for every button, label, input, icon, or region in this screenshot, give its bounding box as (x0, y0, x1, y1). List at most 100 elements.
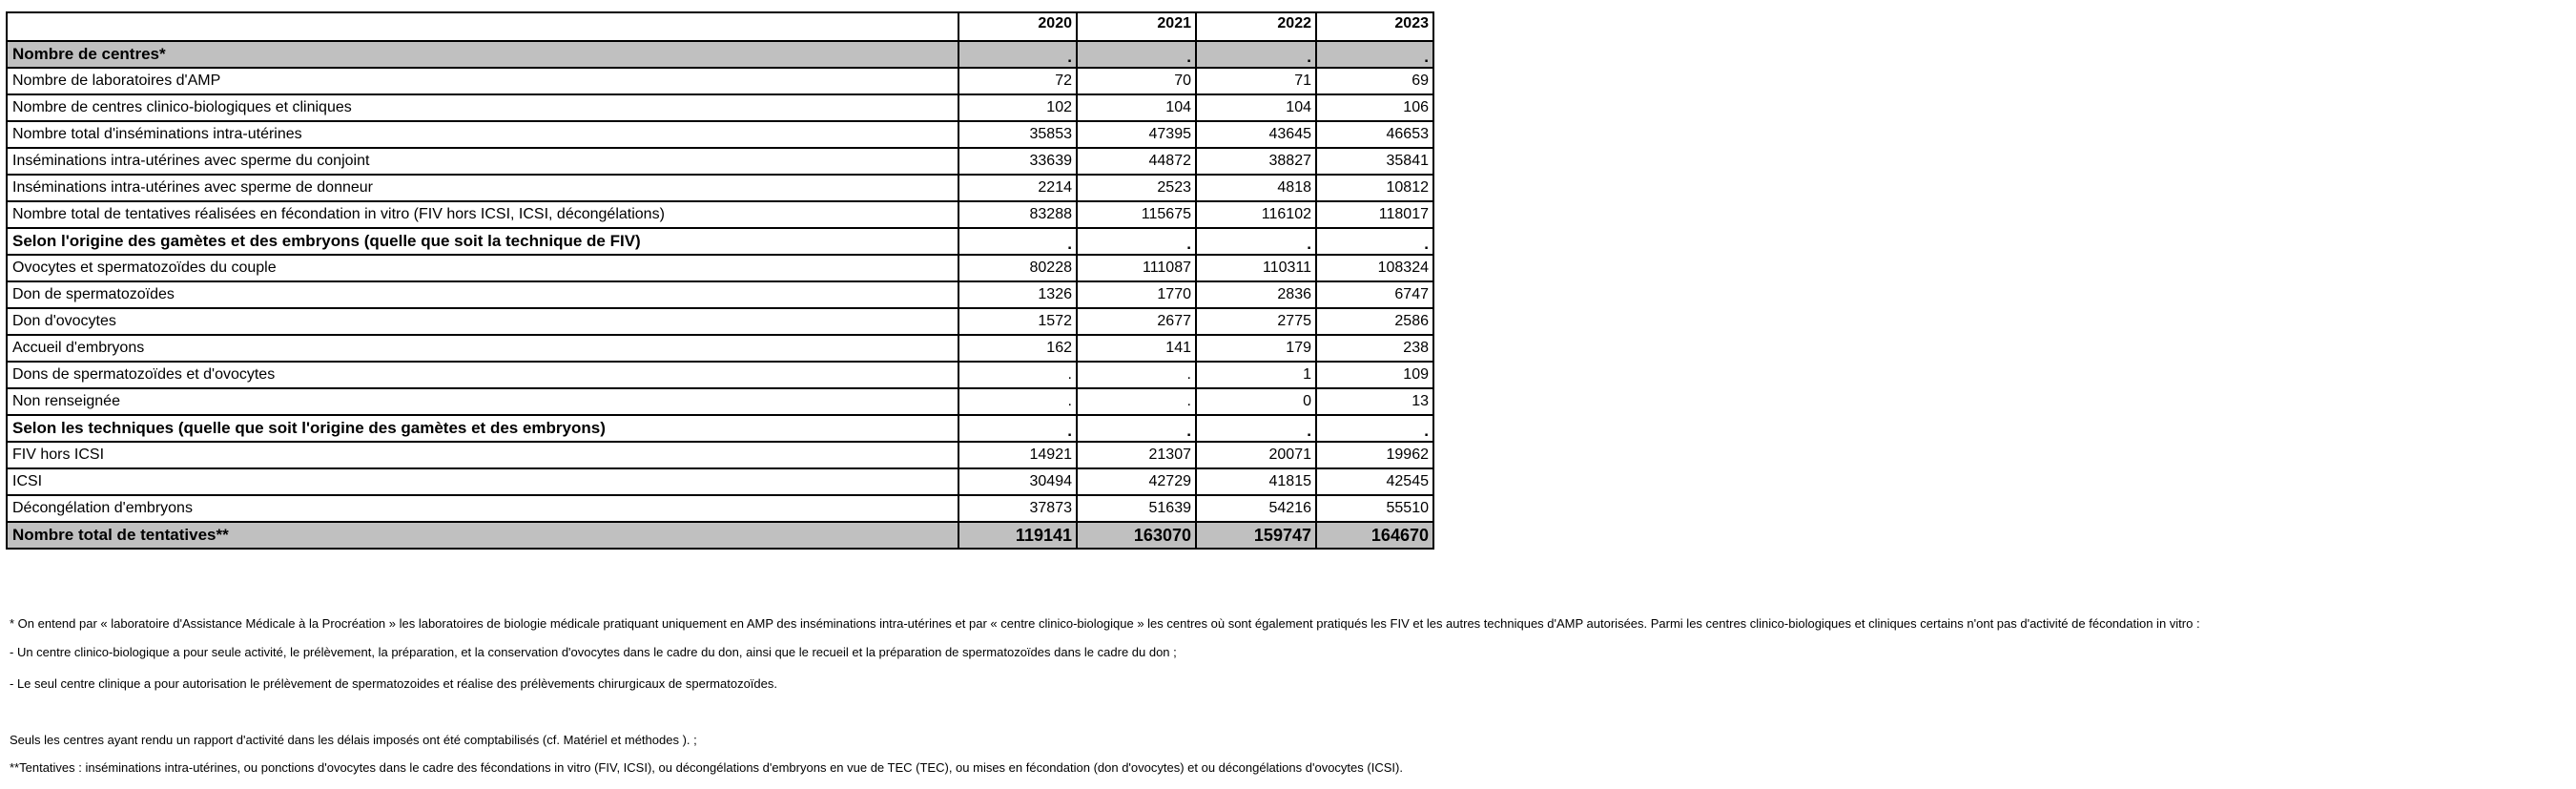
row-value: 37873 (958, 494, 1078, 523)
row-value: 2836 (1195, 280, 1317, 309)
row-value: 179 (1195, 334, 1317, 363)
table-row: Don de spermatozoïdes 1326 1770 2836 6747 (6, 280, 1434, 309)
row-value: . (958, 414, 1078, 443)
row-value: . (1195, 40, 1317, 69)
table-row: Décongélation d'embryons 37873 51639 54216 5… (6, 494, 1434, 523)
row-value: . (1195, 227, 1317, 256)
table-row: Nombre total de tentatives réalisées en … (6, 200, 1434, 229)
row-value: 1326 (958, 280, 1078, 309)
row-value: 13 (1315, 387, 1434, 416)
row-value: 46653 (1315, 120, 1434, 149)
row-value: . (958, 387, 1078, 416)
row-value: 44872 (1076, 147, 1197, 176)
row-value: 20071 (1195, 441, 1317, 469)
row-value: 54216 (1195, 494, 1317, 523)
row-value: . (958, 361, 1078, 389)
row-value: . (1315, 414, 1434, 443)
row-value: 6747 (1315, 280, 1434, 309)
row-value: 51639 (1076, 494, 1197, 523)
row-value: 19962 (1315, 441, 1434, 469)
table-row: Inséminations intra-utérines avec sperme… (6, 174, 1434, 202)
row-value: 55510 (1315, 494, 1434, 523)
row-value: 238 (1315, 334, 1434, 363)
row-value: . (1315, 227, 1434, 256)
row-value: . (1076, 414, 1197, 443)
row-value: 70 (1076, 67, 1197, 95)
row-label: Ovocytes et spermatozoïdes du couple (6, 254, 959, 282)
row-value: 104 (1076, 93, 1197, 122)
row-value: 110311 (1195, 254, 1317, 282)
year-header: 2023 (1315, 11, 1434, 42)
header-empty-cell (6, 11, 959, 42)
row-value: 119141 (958, 521, 1078, 550)
row-value: 164670 (1315, 521, 1434, 550)
row-value: 0 (1195, 387, 1317, 416)
row-value: 35853 (958, 120, 1078, 149)
footnote: **Tentatives : inséminations intra-utéri… (10, 760, 1403, 775)
row-value: 30494 (958, 467, 1078, 496)
header-row: 2020 2021 2022 2023 (6, 11, 1434, 42)
row-label: Selon les techniques (quelle que soit l'… (6, 414, 959, 443)
row-value: 1 (1195, 361, 1317, 389)
row-value: . (958, 227, 1078, 256)
row-label: FIV hors ICSI (6, 441, 959, 469)
footnote: * On entend par « laboratoire d'Assistan… (10, 616, 2200, 631)
row-value: 42545 (1315, 467, 1434, 496)
table-row: Nombre de laboratoires d'AMP 72 70 71 69 (6, 67, 1434, 95)
row-value: 111087 (1076, 254, 1197, 282)
row-value: 10812 (1315, 174, 1434, 202)
year-header: 2022 (1195, 11, 1317, 42)
row-value: 163070 (1076, 521, 1197, 550)
table-row: ICSI 30494 42729 41815 42545 (6, 467, 1434, 496)
row-label: ICSI (6, 467, 959, 496)
row-label: Nombre total de tentatives** (6, 521, 959, 550)
total-row: Nombre total de tentatives** 119141 163070… (6, 521, 1434, 550)
row-label: Nombre total d'inséminations intra-utéri… (6, 120, 959, 149)
row-value: 43645 (1195, 120, 1317, 149)
row-value: 14921 (958, 441, 1078, 469)
row-value: . (1315, 40, 1434, 69)
row-value: 1770 (1076, 280, 1197, 309)
row-value: . (1076, 387, 1197, 416)
row-value: 47395 (1076, 120, 1197, 149)
footnote: Seuls les centres ayant rendu un rapport… (10, 733, 697, 747)
data-table: 2020 2021 2022 2023 Nombre de centres*.... No… (6, 11, 1434, 550)
row-label: Nombre total de tentatives réalisées en … (6, 200, 959, 229)
table-row: FIV hors ICSI 14921 21307 20071 19962 (6, 441, 1434, 469)
row-label: Décongélation d'embryons (6, 494, 959, 523)
row-value: 2775 (1195, 307, 1317, 336)
row-value: 115675 (1076, 200, 1197, 229)
year-header: 2021 (1076, 11, 1197, 42)
row-value: 2677 (1076, 307, 1197, 336)
row-value: 104 (1195, 93, 1317, 122)
row-label: Inséminations intra-utérines avec sperme… (6, 147, 959, 176)
row-value: 80228 (958, 254, 1078, 282)
table-row: Don d'ovocytes 1572 2677 2775 2586 (6, 307, 1434, 336)
footnote: - Le seul centre clinique a pour autoris… (10, 676, 777, 691)
row-value: 38827 (1195, 147, 1317, 176)
row-value: . (958, 40, 1078, 69)
row-value: . (1195, 414, 1317, 443)
table-row: Dons de spermatozoïdes et d'ovocytes.. 1 1… (6, 361, 1434, 389)
row-value: 108324 (1315, 254, 1434, 282)
footnote: - Un centre clinico-biologique a pour se… (10, 645, 1177, 659)
row-value: 41815 (1195, 467, 1317, 496)
table-row: Inséminations intra-utérines avec sperme… (6, 147, 1434, 176)
row-value: 21307 (1076, 441, 1197, 469)
row-value: . (1076, 361, 1197, 389)
row-value: 72 (958, 67, 1078, 95)
row-value: 2214 (958, 174, 1078, 202)
row-label: Nombre de laboratoires d'AMP (6, 67, 959, 95)
row-value: 71 (1195, 67, 1317, 95)
row-label: Dons de spermatozoïdes et d'ovocytes (6, 361, 959, 389)
row-label: Non renseignée (6, 387, 959, 416)
year-header: 2020 (958, 11, 1078, 42)
row-value: 33639 (958, 147, 1078, 176)
row-value: 4818 (1195, 174, 1317, 202)
row-value: 106 (1315, 93, 1434, 122)
row-value: 83288 (958, 200, 1078, 229)
table-row: Accueil d'embryons 162 141 179 238 (6, 334, 1434, 363)
row-value: 2523 (1076, 174, 1197, 202)
row-value: 69 (1315, 67, 1434, 95)
table-row: Ovocytes et spermatozoïdes du couple 8022… (6, 254, 1434, 282)
